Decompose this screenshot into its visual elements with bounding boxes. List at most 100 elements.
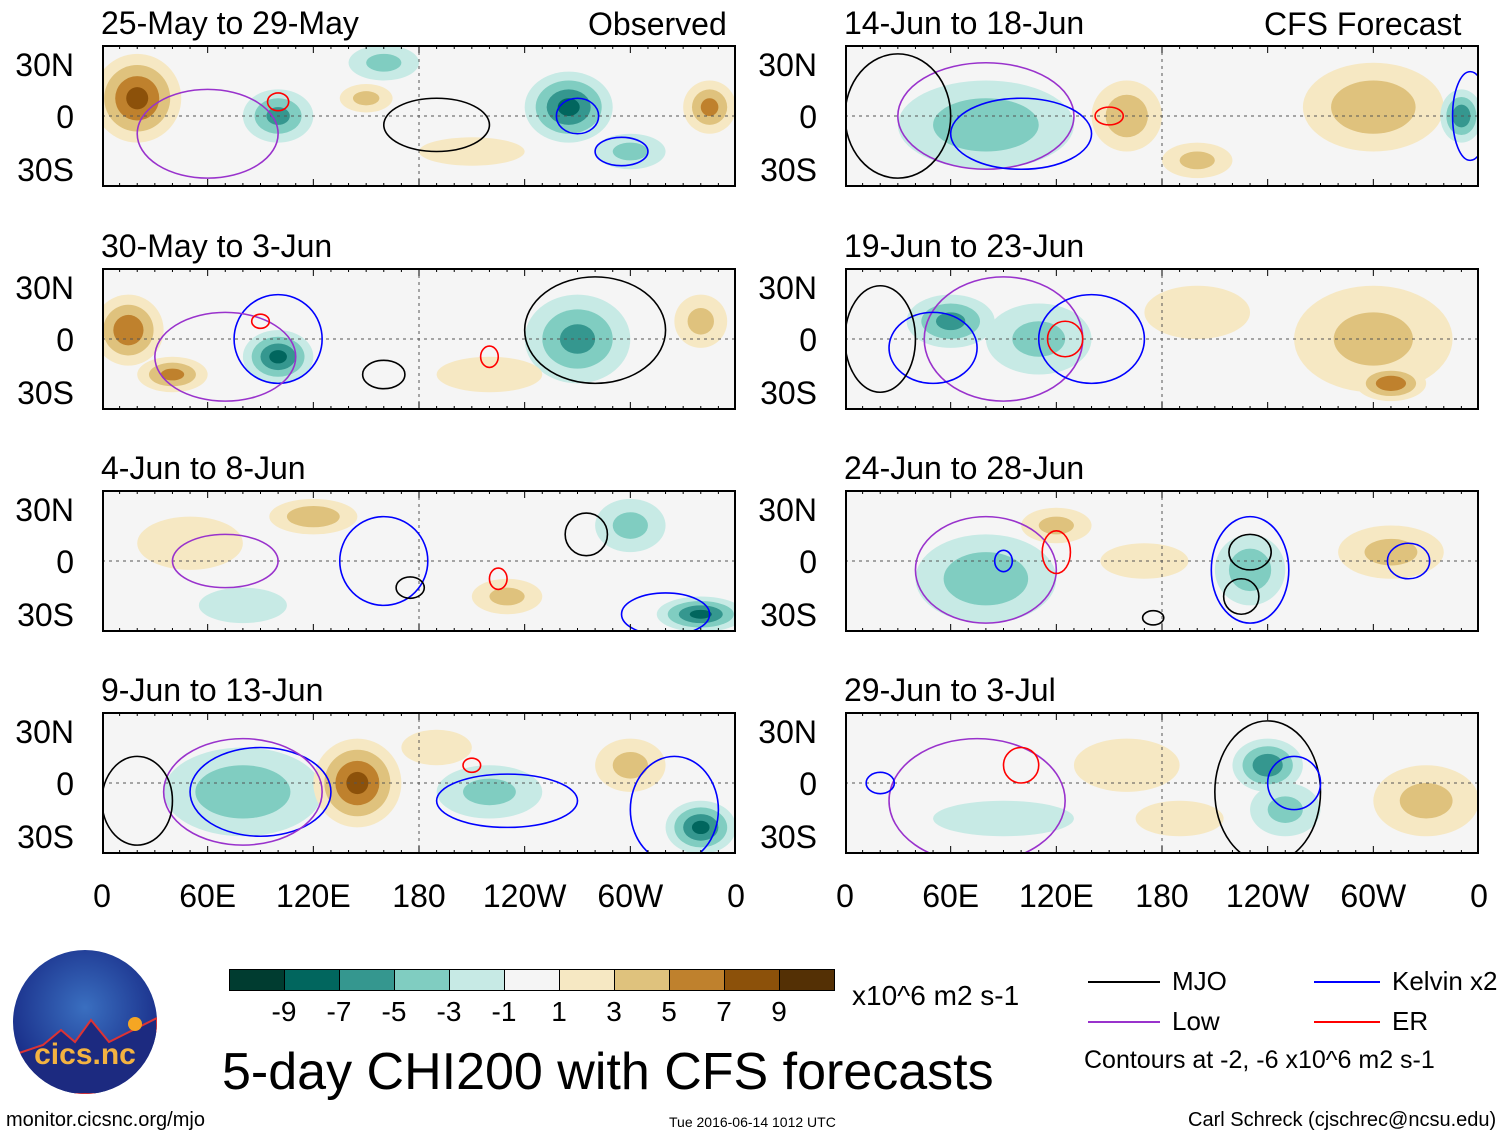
colorbar-swatch	[559, 969, 615, 991]
anomaly-shading	[1375, 375, 1407, 391]
colorbar-units: x10^6 m2 s-1	[852, 980, 1020, 1011]
mjo-contour	[1141, 609, 1165, 626]
low-contour	[171, 533, 279, 589]
mjo-line-swatch	[1088, 981, 1160, 983]
er-contour	[479, 345, 500, 369]
anomaly-shading	[1144, 285, 1251, 339]
footer-timestamp: Tue 2016-06-14 1012 UTC	[669, 1114, 836, 1130]
panel-title: 19-Jun to 23-Jun	[844, 228, 1085, 264]
colorbar-swatch	[779, 969, 835, 991]
lat-label: 30S	[760, 597, 817, 633]
colorbar-label: -1	[491, 996, 517, 1027]
kelvin-contour	[1451, 70, 1479, 162]
anomaly-shading	[557, 98, 580, 116]
lat-label: 30S	[760, 375, 817, 411]
lat-label: 0	[799, 766, 817, 802]
mjo-contour	[361, 359, 406, 390]
main-title: 5-day CHI200 with CFS forecasts	[222, 1043, 994, 1101]
lat-label: 30S	[17, 597, 74, 633]
anomaly-shading	[1331, 80, 1416, 134]
er-contour	[1046, 320, 1084, 358]
cicsnc-logo: cics.nc	[13, 950, 157, 1094]
anomaly-shading	[691, 820, 710, 835]
map-panel	[102, 268, 736, 410]
kelvin-contour	[233, 293, 323, 385]
anomaly-shading	[286, 505, 340, 528]
colorbar-swatch	[449, 969, 505, 991]
lon-label: 60E	[179, 878, 237, 914]
anomaly-shading	[1073, 738, 1180, 792]
colorbar-swatch	[394, 969, 450, 991]
anomaly-shading	[687, 307, 714, 335]
lat-label: 30S	[17, 375, 74, 411]
lon-label: 120W	[482, 878, 567, 914]
anomaly-shading	[198, 587, 287, 624]
anomaly-shading	[463, 778, 516, 806]
er-contour	[250, 313, 271, 330]
kelvin-contour	[949, 97, 1093, 171]
anomaly-shading	[1399, 783, 1453, 819]
panel-title: 30-May to 3-Jun	[101, 228, 333, 264]
anomaly-shading	[933, 98, 1039, 152]
kelvin-line-swatch	[1314, 981, 1380, 983]
anomaly-shading	[137, 516, 243, 570]
er-line-swatch	[1314, 1021, 1380, 1023]
lat-label: 30N	[758, 47, 817, 83]
anomaly-shading	[160, 368, 185, 381]
kelvin-contour	[435, 773, 579, 829]
kelvin-contour	[1266, 755, 1322, 811]
anomaly-shading	[935, 312, 966, 331]
low-contour	[914, 515, 1058, 624]
map-panel	[102, 712, 736, 854]
lat-label: 30N	[758, 714, 817, 750]
lat-label: 30S	[17, 152, 74, 188]
anomaly-shading	[401, 729, 472, 766]
mjo-contour	[1222, 577, 1260, 616]
anomaly-shading	[113, 314, 144, 346]
colorbar-label: 9	[771, 996, 787, 1027]
lat-label: 30N	[15, 714, 74, 750]
mjo-contour	[382, 97, 491, 153]
colorbar-swatch	[504, 969, 560, 991]
anomaly-shading	[269, 350, 287, 364]
mjo-contour	[845, 53, 952, 179]
anomaly-shading	[559, 324, 596, 354]
map-panel	[845, 45, 1479, 187]
er-contour	[1041, 530, 1072, 575]
lat-label: 30N	[15, 492, 74, 528]
panel-title: 14-Jun to 18-Jun	[844, 5, 1085, 41]
lat-label: 0	[799, 322, 817, 358]
kelvin-contour	[594, 136, 649, 167]
kelvin-contour	[865, 771, 896, 795]
lon-label: 0	[1470, 878, 1488, 914]
mjo-contour	[845, 284, 917, 394]
panel-title: 25-May to 29-May	[101, 5, 359, 41]
lat-label: 30S	[760, 819, 817, 855]
anomaly-shading	[1100, 543, 1189, 579]
lon-label: 60W	[1340, 878, 1407, 914]
er-contour	[462, 757, 482, 774]
legend-kelvin: Kelvin x2	[1392, 966, 1498, 996]
anomaly-shading	[943, 552, 1029, 606]
low-contour	[136, 88, 279, 179]
low-line-swatch	[1088, 1021, 1160, 1023]
kelvin-contour	[620, 592, 711, 632]
colorbar-swatch	[339, 969, 395, 991]
lat-label: 30N	[15, 47, 74, 83]
anomaly-shading	[700, 98, 719, 116]
anomaly-shading	[346, 771, 369, 795]
lon-label: 0	[93, 878, 111, 914]
anomaly-shading	[1038, 516, 1074, 535]
anomaly-shading	[366, 53, 402, 72]
low-contour	[888, 737, 1066, 854]
colorbar-swatch	[724, 969, 780, 991]
mjo-contour	[564, 512, 609, 557]
lon-label: 120W	[1225, 878, 1310, 914]
colorbar-swatch	[669, 969, 725, 991]
logo-text: cics.nc	[34, 1038, 136, 1071]
lat-label: 30S	[17, 819, 74, 855]
lon-label: 0	[727, 878, 745, 914]
observed-label: Observed	[588, 6, 727, 42]
colorbar-label: 5	[661, 996, 677, 1027]
footer-url[interactable]: monitor.cicsnc.org/mjo	[6, 1109, 205, 1131]
